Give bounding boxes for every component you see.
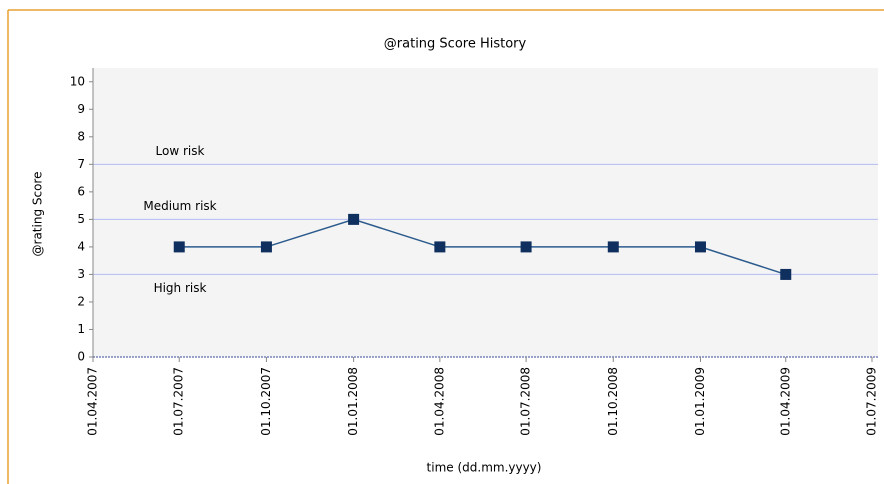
x-tick-label: 01.07.2007: [172, 367, 186, 436]
x-tick-label: 01.07.2009: [865, 367, 879, 436]
x-tick-label: 01.07.2008: [519, 367, 533, 436]
data-point: [173, 241, 185, 253]
x-tick-label: 01.04.2009: [778, 367, 792, 436]
chart-title: @rating Score History: [384, 37, 527, 52]
x-axis-label: time (dd.mm.yyyy): [427, 461, 542, 475]
x-tick-label: 01.04.2008: [432, 367, 446, 436]
data-point: [434, 241, 446, 253]
y-tick-label: 2: [77, 294, 85, 308]
data-point: [520, 241, 532, 253]
reference-label: Medium risk: [143, 199, 216, 213]
data-point: [694, 241, 706, 253]
y-tick-label: 10: [70, 74, 85, 88]
y-tick-label: 7: [77, 157, 85, 171]
x-tick-label: 01.01.2008: [346, 367, 360, 436]
reference-label: High risk: [154, 281, 207, 295]
data-point: [607, 241, 619, 253]
y-tick-label: 1: [77, 322, 85, 336]
y-tick-label: 8: [77, 129, 85, 143]
data-point: [780, 268, 792, 280]
series-line: [179, 218, 786, 276]
x-tick-label: 01.01.2009: [693, 367, 707, 436]
data-point: [260, 241, 272, 253]
x-tick-label: 01.10.2007: [259, 367, 273, 436]
plot-area: [93, 68, 878, 357]
x-tick-label: 01.10.2008: [606, 367, 620, 436]
y-axis-label: @rating Score: [31, 172, 45, 257]
y-tick-label: 9: [77, 102, 85, 116]
data-point: [348, 213, 360, 225]
y-tick-label: 0: [77, 350, 85, 364]
x-tick-label: 01.04.2007: [86, 367, 100, 436]
reference-label: Low risk: [156, 144, 205, 158]
y-tick-label: 3: [77, 267, 85, 281]
y-tick-label: 5: [77, 212, 85, 226]
y-tick-label: 4: [77, 239, 85, 253]
y-tick-label: 6: [77, 184, 85, 198]
